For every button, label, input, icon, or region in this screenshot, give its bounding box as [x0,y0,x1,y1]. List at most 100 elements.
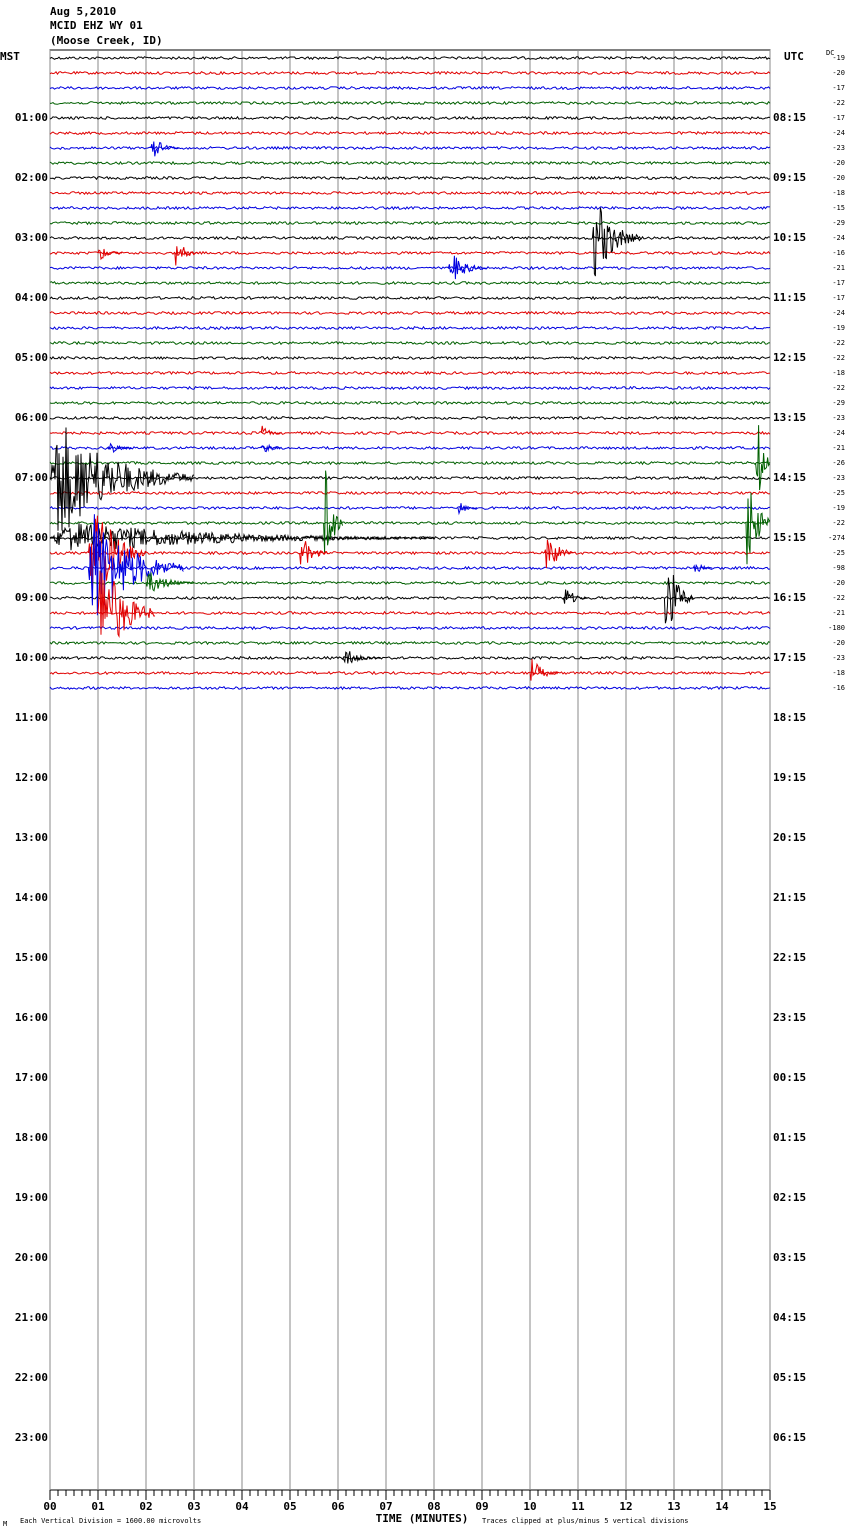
trace [49,490,771,496]
x-tick-label: 01 [91,1500,105,1513]
date: Aug 5,2010 [50,5,116,18]
dc-offset: -25 [832,549,845,557]
trace [49,220,771,226]
trace [49,205,770,211]
seismic-event [529,659,559,681]
dc-offset: -23 [832,474,845,482]
dc-offset: -22 [832,519,845,527]
seismic-event [260,425,281,436]
dc-offset: -19 [832,504,845,512]
trace [49,580,771,586]
trace [49,115,771,121]
y-tick-label: 18:00 [15,1131,48,1144]
trace [49,670,771,676]
trace [49,100,771,106]
y2-tick-label: 12:15 [773,351,806,364]
y-tick-label: 13:00 [15,831,48,844]
dc-offset: -17 [832,294,845,302]
dc-offset: -23 [832,144,845,152]
y-tick-label: 06:00 [15,411,48,424]
y2-tick-label: 21:15 [773,891,806,904]
seismic-event [692,563,713,573]
y2-tick-label: 05:15 [773,1371,806,1384]
y2-tick-label: 14:15 [773,471,806,484]
plot-frame [49,49,771,1491]
dc-offset: -22 [832,354,845,362]
footer-left: Each Vertical Division = 1600.00 microvo… [20,1517,201,1525]
trace [49,475,771,481]
trace [49,685,771,691]
trace [49,460,771,466]
y-tick-label: 07:00 [15,471,48,484]
dc-offset: -19 [832,324,845,332]
trace [49,640,771,646]
x-tick-label: 10 [523,1500,536,1513]
trace [49,520,770,526]
trace [49,130,771,136]
y2-tick-label: 10:15 [773,231,806,244]
seismic-event [755,425,771,491]
dc-offset: -20 [832,639,845,647]
seismic-event [260,443,281,453]
y-tick-label: 23:00 [15,1431,48,1444]
y2-tick-label: 19:15 [773,771,806,784]
right-label: UTC [784,50,804,63]
seismic-event [323,470,344,553]
trace [49,175,771,181]
dc-offset: -24 [832,309,845,317]
x-tick-label: 02 [139,1500,152,1513]
x-tick-label: 03 [187,1500,200,1513]
dc-offset: -20 [832,579,845,587]
location: (Moose Creek, ID) [50,34,163,47]
seismic-event [457,503,478,516]
dc-offset: -20 [832,159,845,167]
y2-tick-label: 22:15 [773,951,806,964]
x-tick-label: 05 [283,1500,296,1513]
y2-tick-label: 01:15 [773,1131,806,1144]
trace [49,505,771,511]
trace [49,160,771,166]
dc-offset: -19 [832,54,845,62]
trace [49,430,771,436]
y2-tick-label: 23:15 [773,1011,806,1024]
dc-offset: -20 [832,69,845,77]
left-label: MST [0,50,20,63]
dc-offset: -15 [832,204,845,212]
y2-tick-label: 09:15 [773,171,806,184]
dc-offset: -17 [832,114,845,122]
y2-tick-label: 04:15 [773,1311,806,1324]
trace [49,280,771,286]
y-tick-label: 08:00 [15,531,48,544]
dc-offset: -23 [832,414,845,422]
y2-tick-label: 17:15 [773,651,806,664]
trace [49,250,771,256]
trace [49,445,771,451]
y-tick-label: 14:00 [15,891,48,904]
seismic-event [174,246,199,266]
seismic-event [107,442,132,454]
x-tick-label: 07 [379,1500,392,1513]
y-tick-label: 02:00 [15,171,48,184]
dc-offset: -16 [832,249,845,257]
y-tick-label: 17:00 [15,1071,48,1084]
seismic-event [150,141,179,157]
trace [49,385,771,391]
dc-offset: -21 [832,264,845,272]
y-tick-label: 03:00 [15,231,48,244]
seismic-event [299,541,329,565]
x-tick-label: 11 [571,1500,585,1513]
seismic-event [447,255,487,280]
y-tick-label: 09:00 [15,591,48,604]
trace [49,235,771,241]
seismic-event [49,427,195,531]
trace [49,655,771,661]
trace [49,325,771,331]
y2-tick-label: 06:15 [773,1431,806,1444]
seismic-event [591,207,641,277]
y-tick-label: 05:00 [15,351,48,364]
seismic-event [342,651,381,664]
dc-offset: -17 [832,279,845,287]
x-tick-label: 12 [619,1500,632,1513]
